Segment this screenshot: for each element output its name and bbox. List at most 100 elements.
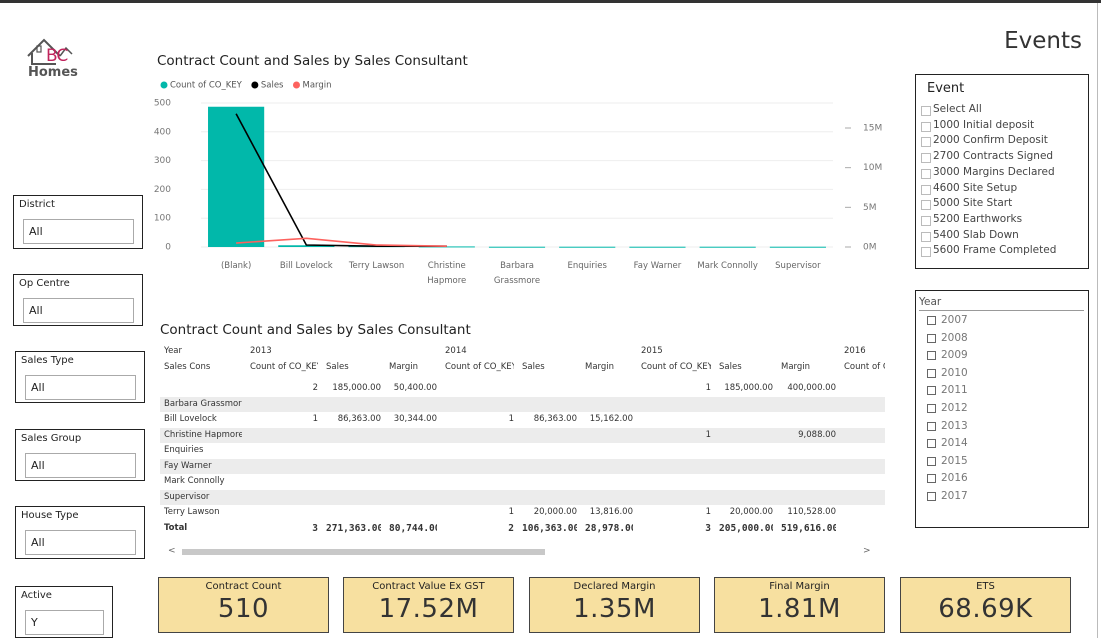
- table-cell: Count of CO_KEY: [250, 362, 318, 372]
- year-item: 2013: [941, 419, 968, 432]
- checkbox[interactable]: [927, 351, 936, 361]
- table-cell: 1: [705, 383, 711, 393]
- table-cell: 1: [312, 414, 318, 424]
- table-cell: 2: [312, 383, 318, 393]
- logo-brand: BC: [46, 46, 68, 66]
- y-tick-label: 100: [154, 214, 171, 224]
- checkbox[interactable]: [927, 492, 936, 501]
- checkbox[interactable]: [921, 200, 931, 211]
- checkbox[interactable]: [921, 137, 931, 148]
- checkbox[interactable]: [927, 368, 936, 378]
- legend-marker: [251, 81, 259, 89]
- table-cell: 2014: [445, 346, 467, 356]
- table-cell: Bill Lovelock: [164, 414, 217, 424]
- checkbox[interactable]: [921, 184, 931, 195]
- kpi-card: Final Margin 1.81M: [714, 577, 885, 633]
- slicer-value: All: [31, 536, 45, 549]
- checkbox[interactable]: [927, 421, 936, 431]
- slicer-label: Active: [21, 590, 52, 601]
- slicer-label: House Type: [21, 510, 79, 521]
- x-tick-label: Barbara Grassmore: [493, 261, 541, 286]
- checkbox[interactable]: [927, 404, 936, 413]
- table-cell: 2015: [641, 346, 663, 356]
- event-item: 5600 Frame Completed: [933, 244, 1057, 257]
- slicer: Sales Group All: [15, 429, 145, 481]
- table-cell: Year: [164, 346, 182, 356]
- slicer-label: Op Centre: [19, 278, 70, 289]
- table-cell: 1: [508, 414, 514, 424]
- y2-tick-label: 0M: [863, 243, 877, 253]
- table-cell: 9,088.00: [798, 429, 836, 440]
- slicer: Sales Type All: [15, 351, 145, 403]
- table-cell: 3: [312, 522, 318, 534]
- checkbox[interactable]: [921, 168, 931, 179]
- checkbox[interactable]: [921, 215, 931, 226]
- slicer-dropdown[interactable]: All: [25, 375, 136, 400]
- event-item: Select All: [933, 103, 982, 115]
- checkbox[interactable]: [927, 474, 936, 484]
- table-cell: 30,344.00: [393, 414, 437, 424]
- table-cell: Margin: [585, 362, 615, 372]
- year-item: 2011: [941, 384, 968, 397]
- table-cell: 185,000.00: [724, 383, 773, 393]
- chart-title: Contract Count and Sales by Sales Consul…: [157, 53, 468, 69]
- table-cell: 271,363.00: [326, 522, 381, 534]
- slicer-value: All: [29, 304, 43, 317]
- checkbox[interactable]: [927, 456, 936, 466]
- y-tick-label: 200: [154, 185, 171, 195]
- kpi-title: Declared Margin: [573, 581, 656, 592]
- table-cell: Sales Cons: [164, 362, 211, 372]
- slicer-dropdown[interactable]: All: [23, 298, 134, 323]
- table-cell: Sales: [719, 362, 742, 372]
- slicer-dropdown[interactable]: Y: [25, 610, 104, 635]
- table-cell: 2016: [844, 346, 866, 356]
- year-slicer-rule: [919, 310, 1084, 311]
- scrollbar[interactable]: < >: [168, 546, 871, 556]
- table-cell: Margin: [389, 362, 419, 372]
- checkbox[interactable]: [921, 231, 931, 242]
- checkbox[interactable]: [921, 153, 931, 164]
- y2-tick-label: 15M: [863, 123, 882, 133]
- legend-label: Sales: [261, 81, 284, 91]
- slicer-value: Y: [31, 616, 38, 629]
- checkbox[interactable]: [927, 333, 936, 343]
- checkbox[interactable]: [927, 316, 936, 325]
- event-item: 1000 Initial deposit: [933, 118, 1035, 131]
- kpi-title: Contract Value Ex GST: [372, 581, 485, 592]
- checkbox[interactable]: [927, 439, 936, 449]
- slicer-dropdown[interactable]: All: [25, 453, 136, 478]
- slicer-value: All: [31, 381, 45, 394]
- slicer: District All: [13, 195, 143, 249]
- legend-label: Margin: [302, 81, 331, 91]
- slicer: House Type All: [15, 506, 145, 559]
- table-cell: Sales: [326, 362, 349, 372]
- kpi-card: Contract Value Ex GST 17.52M: [343, 577, 514, 633]
- checkbox[interactable]: [921, 106, 931, 116]
- year-item: 2012: [941, 402, 968, 414]
- checkbox[interactable]: [921, 121, 931, 132]
- checkbox[interactable]: [927, 386, 936, 396]
- year-item: 2008: [941, 331, 968, 344]
- x-tick-label: Mark Connolly: [697, 261, 758, 271]
- table-cell: Terry Lawson: [164, 507, 220, 517]
- table-cell: 2: [508, 522, 514, 534]
- table-cell: 185,000.00: [332, 383, 381, 393]
- table-cell: 86,363.00: [337, 414, 381, 424]
- y2-tick-label: 10M: [863, 163, 882, 173]
- table-cell: 28,978.00: [585, 522, 633, 534]
- legend-marker: [292, 81, 300, 89]
- checkbox[interactable]: [921, 247, 931, 258]
- event-item: 2700 Contracts Signed: [933, 150, 1054, 163]
- slicer: Op Centre All: [13, 274, 143, 326]
- row-shade: [160, 396, 885, 412]
- top-bar: [0, 0, 1101, 3]
- table-cell: 86,363.00: [533, 414, 577, 424]
- slicer-dropdown[interactable]: All: [25, 530, 136, 555]
- kpi-value: 68.69K: [938, 594, 1033, 624]
- year-item: 2009: [941, 349, 968, 362]
- event-slicer: Event Select All 1000 Initial deposit 2000…: [915, 74, 1089, 269]
- slicer-dropdown[interactable]: All: [23, 219, 134, 244]
- logo-icon: [27, 38, 73, 65]
- table-cell: Supervisor: [164, 491, 210, 502]
- event-item: 2000 Confirm Deposit: [933, 134, 1048, 147]
